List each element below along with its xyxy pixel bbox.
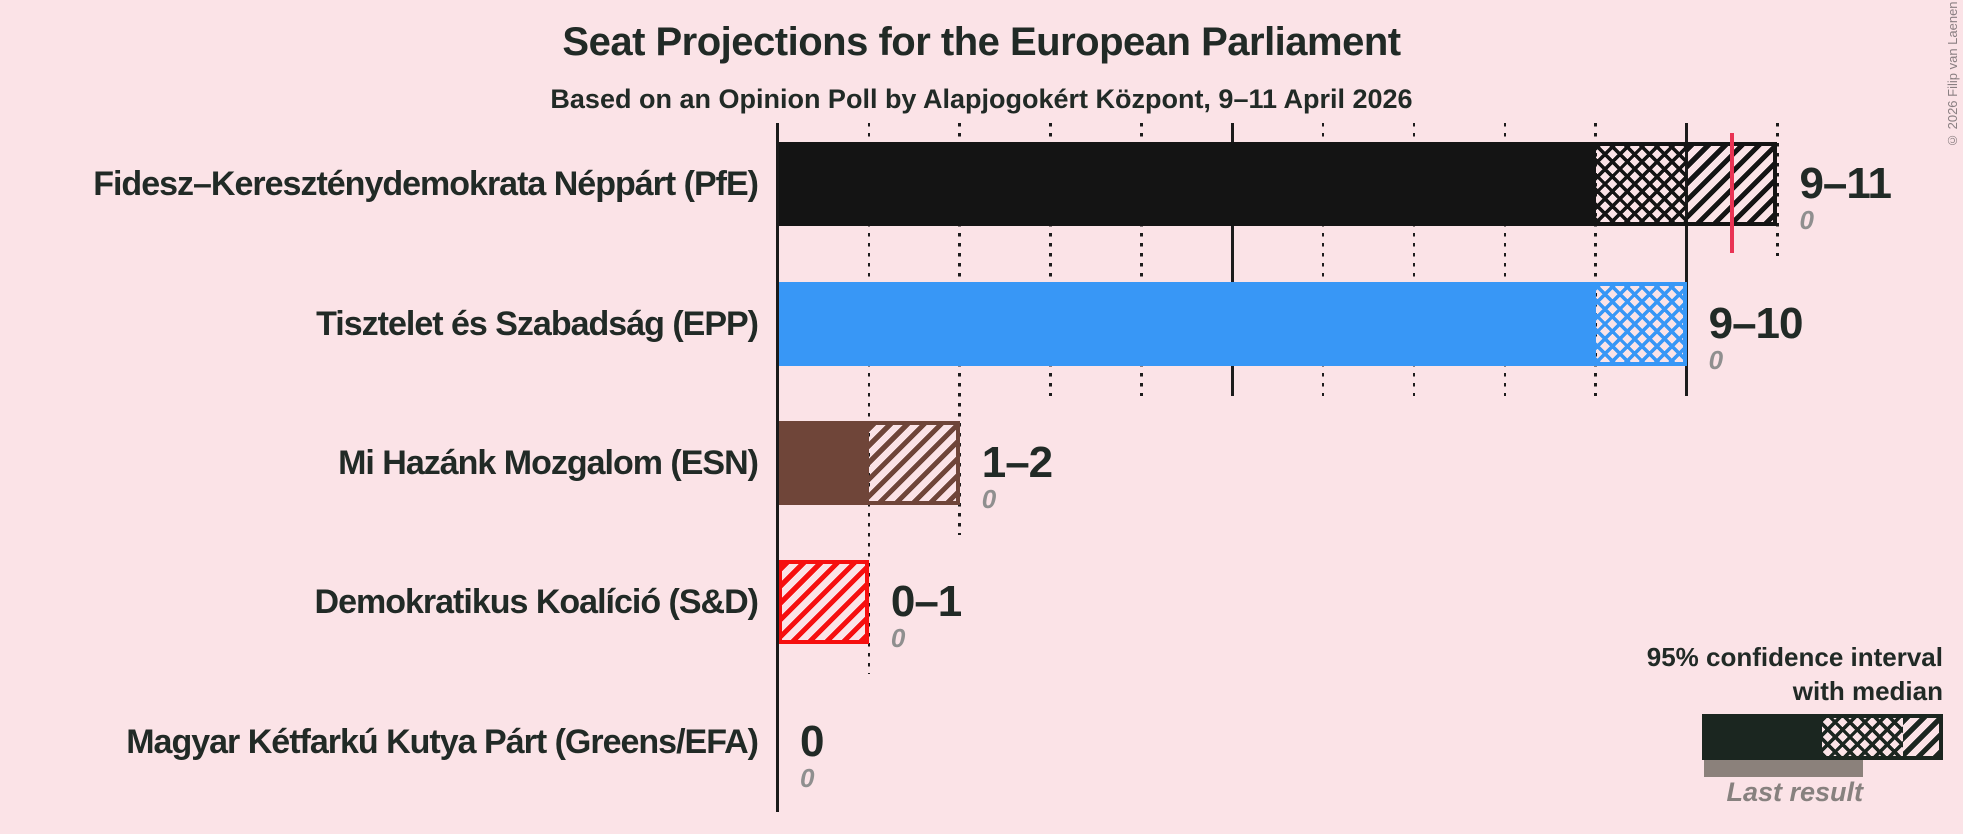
bar-diagonal-segment xyxy=(868,424,956,501)
bar-crosshatch-segment xyxy=(1595,145,1687,222)
legend-diagonal-segment xyxy=(1903,718,1939,756)
copyright-note: © 2026 Filip van Laenen xyxy=(1945,1,1960,148)
last-result-value: 0 xyxy=(890,623,906,653)
chart-subtitle: Based on an Opinion Poll by Alapjogokért… xyxy=(550,84,1413,114)
bar-diagonal-segment xyxy=(1686,145,1774,222)
legend-ci-label: 95% confidence interval with median xyxy=(1243,640,1943,708)
gridline-minor xyxy=(1776,123,1779,256)
gridline-minor xyxy=(1321,123,1325,396)
legend-last-result-bar xyxy=(1704,760,1863,777)
chart-title: Seat Projections for the European Parlia… xyxy=(562,20,1401,64)
seat-range-label: 9–11 xyxy=(1799,158,1891,208)
seat-bar xyxy=(778,420,960,505)
last-result-value: 0 xyxy=(981,483,997,514)
gridline-minor xyxy=(1503,123,1507,396)
bar-solid-segment xyxy=(782,424,869,501)
gridline-minor xyxy=(1140,123,1143,396)
seat-range-label: 9–10 xyxy=(1708,298,1804,348)
bar-crosshatch-segment xyxy=(1595,285,1687,362)
legend-crosshatch-segment xyxy=(1822,718,1903,756)
legend-ci-sample-bar xyxy=(1702,714,1943,760)
seat-range-label: 0–1 xyxy=(890,577,962,626)
bar-solid-segment xyxy=(782,145,1596,222)
bar-solid-segment xyxy=(782,285,1596,362)
gridline-minor xyxy=(1049,123,1052,396)
bar-diagonal-segment xyxy=(782,564,865,640)
legend-last-result-label: Last result xyxy=(1726,777,1863,807)
last-result-value: 0 xyxy=(1708,344,1724,375)
seat-range-label: 0 xyxy=(800,716,825,766)
last-result-value: 0 xyxy=(800,762,815,793)
gridline-major xyxy=(1231,123,1234,396)
party-label: Magyar Kétfarkú Kutya Párt (Greens/EFA) xyxy=(126,722,759,761)
y-axis-line xyxy=(776,123,779,812)
party-label: Demokratikus Koalíció (S&D) xyxy=(314,583,759,621)
seat-bar xyxy=(778,281,1687,366)
seat-bar xyxy=(778,560,869,644)
gridline-minor xyxy=(1412,123,1416,396)
seat-range-label: 1–2 xyxy=(981,437,1053,487)
legend-ci-label-line2: with median xyxy=(1792,676,1943,706)
party-label: Mi Hazánk Mozgalom (ESN) xyxy=(338,443,759,482)
legend-ci-label-line1: 95% confidence interval xyxy=(1646,642,1943,672)
party-label: Fidesz–Kereszténydemokrata Néppárt (PfE) xyxy=(93,164,759,203)
party-label: Tisztelet és Szabadság (EPP) xyxy=(316,304,759,343)
majority-threshold-line xyxy=(1730,133,1734,253)
legend-solid-segment xyxy=(1706,718,1822,756)
gridline-minor xyxy=(867,123,871,674)
gridline-major xyxy=(1685,123,1688,396)
last-result-value: 0 xyxy=(1799,204,1814,235)
seat-bar xyxy=(778,141,1778,226)
gridline-minor xyxy=(1594,123,1597,396)
